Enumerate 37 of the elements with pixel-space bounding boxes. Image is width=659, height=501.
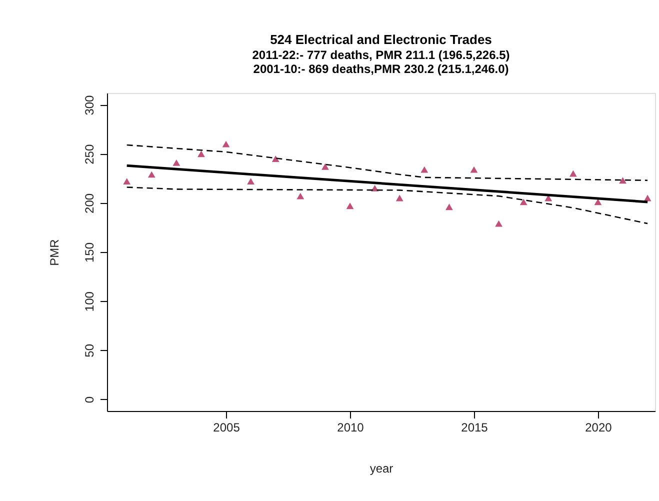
point [322, 163, 329, 170]
point [123, 178, 131, 185]
y-tick-label: 150 [82, 242, 96, 263]
y-tick-label: 50 [82, 344, 96, 358]
point [520, 198, 528, 206]
point [247, 178, 255, 185]
point [495, 220, 502, 227]
y-axis-title: PMR [48, 238, 62, 266]
y-tick-label: 100 [82, 291, 96, 312]
y-tick-label: 0 [82, 396, 96, 404]
line-series [126, 144, 648, 181]
point [470, 166, 478, 173]
y-tick-label: 300 [82, 94, 96, 116]
x-axis-title: year [370, 462, 394, 476]
y-tick-label: 250 [82, 144, 96, 164]
point [594, 198, 602, 206]
point [346, 202, 354, 210]
chart-title: 524 Electrical and Electronic Trades [270, 32, 492, 47]
chart-subtitle: 2011-22:- 777 deaths, PMR 211.1 (196.5,226.5) 2001-10:- 869 deaths,PMR 230.2 (215.1,246.0) [252, 48, 510, 76]
point [222, 140, 230, 148]
x-tick-label: 2020 [585, 420, 612, 434]
point [172, 159, 180, 166]
point [198, 150, 205, 158]
point [420, 166, 428, 173]
point [619, 177, 626, 184]
point [445, 204, 453, 210]
point [396, 194, 404, 202]
point [371, 184, 379, 192]
line-series [126, 186, 648, 224]
point [148, 171, 156, 178]
point [569, 170, 577, 177]
point [272, 156, 280, 162]
y-tick-label: 200 [82, 193, 96, 214]
x-tick-label: 2005 [213, 420, 240, 434]
x-tick-label: 2015 [461, 420, 488, 434]
point [296, 192, 304, 200]
x-tick-label: 2010 [337, 420, 364, 434]
